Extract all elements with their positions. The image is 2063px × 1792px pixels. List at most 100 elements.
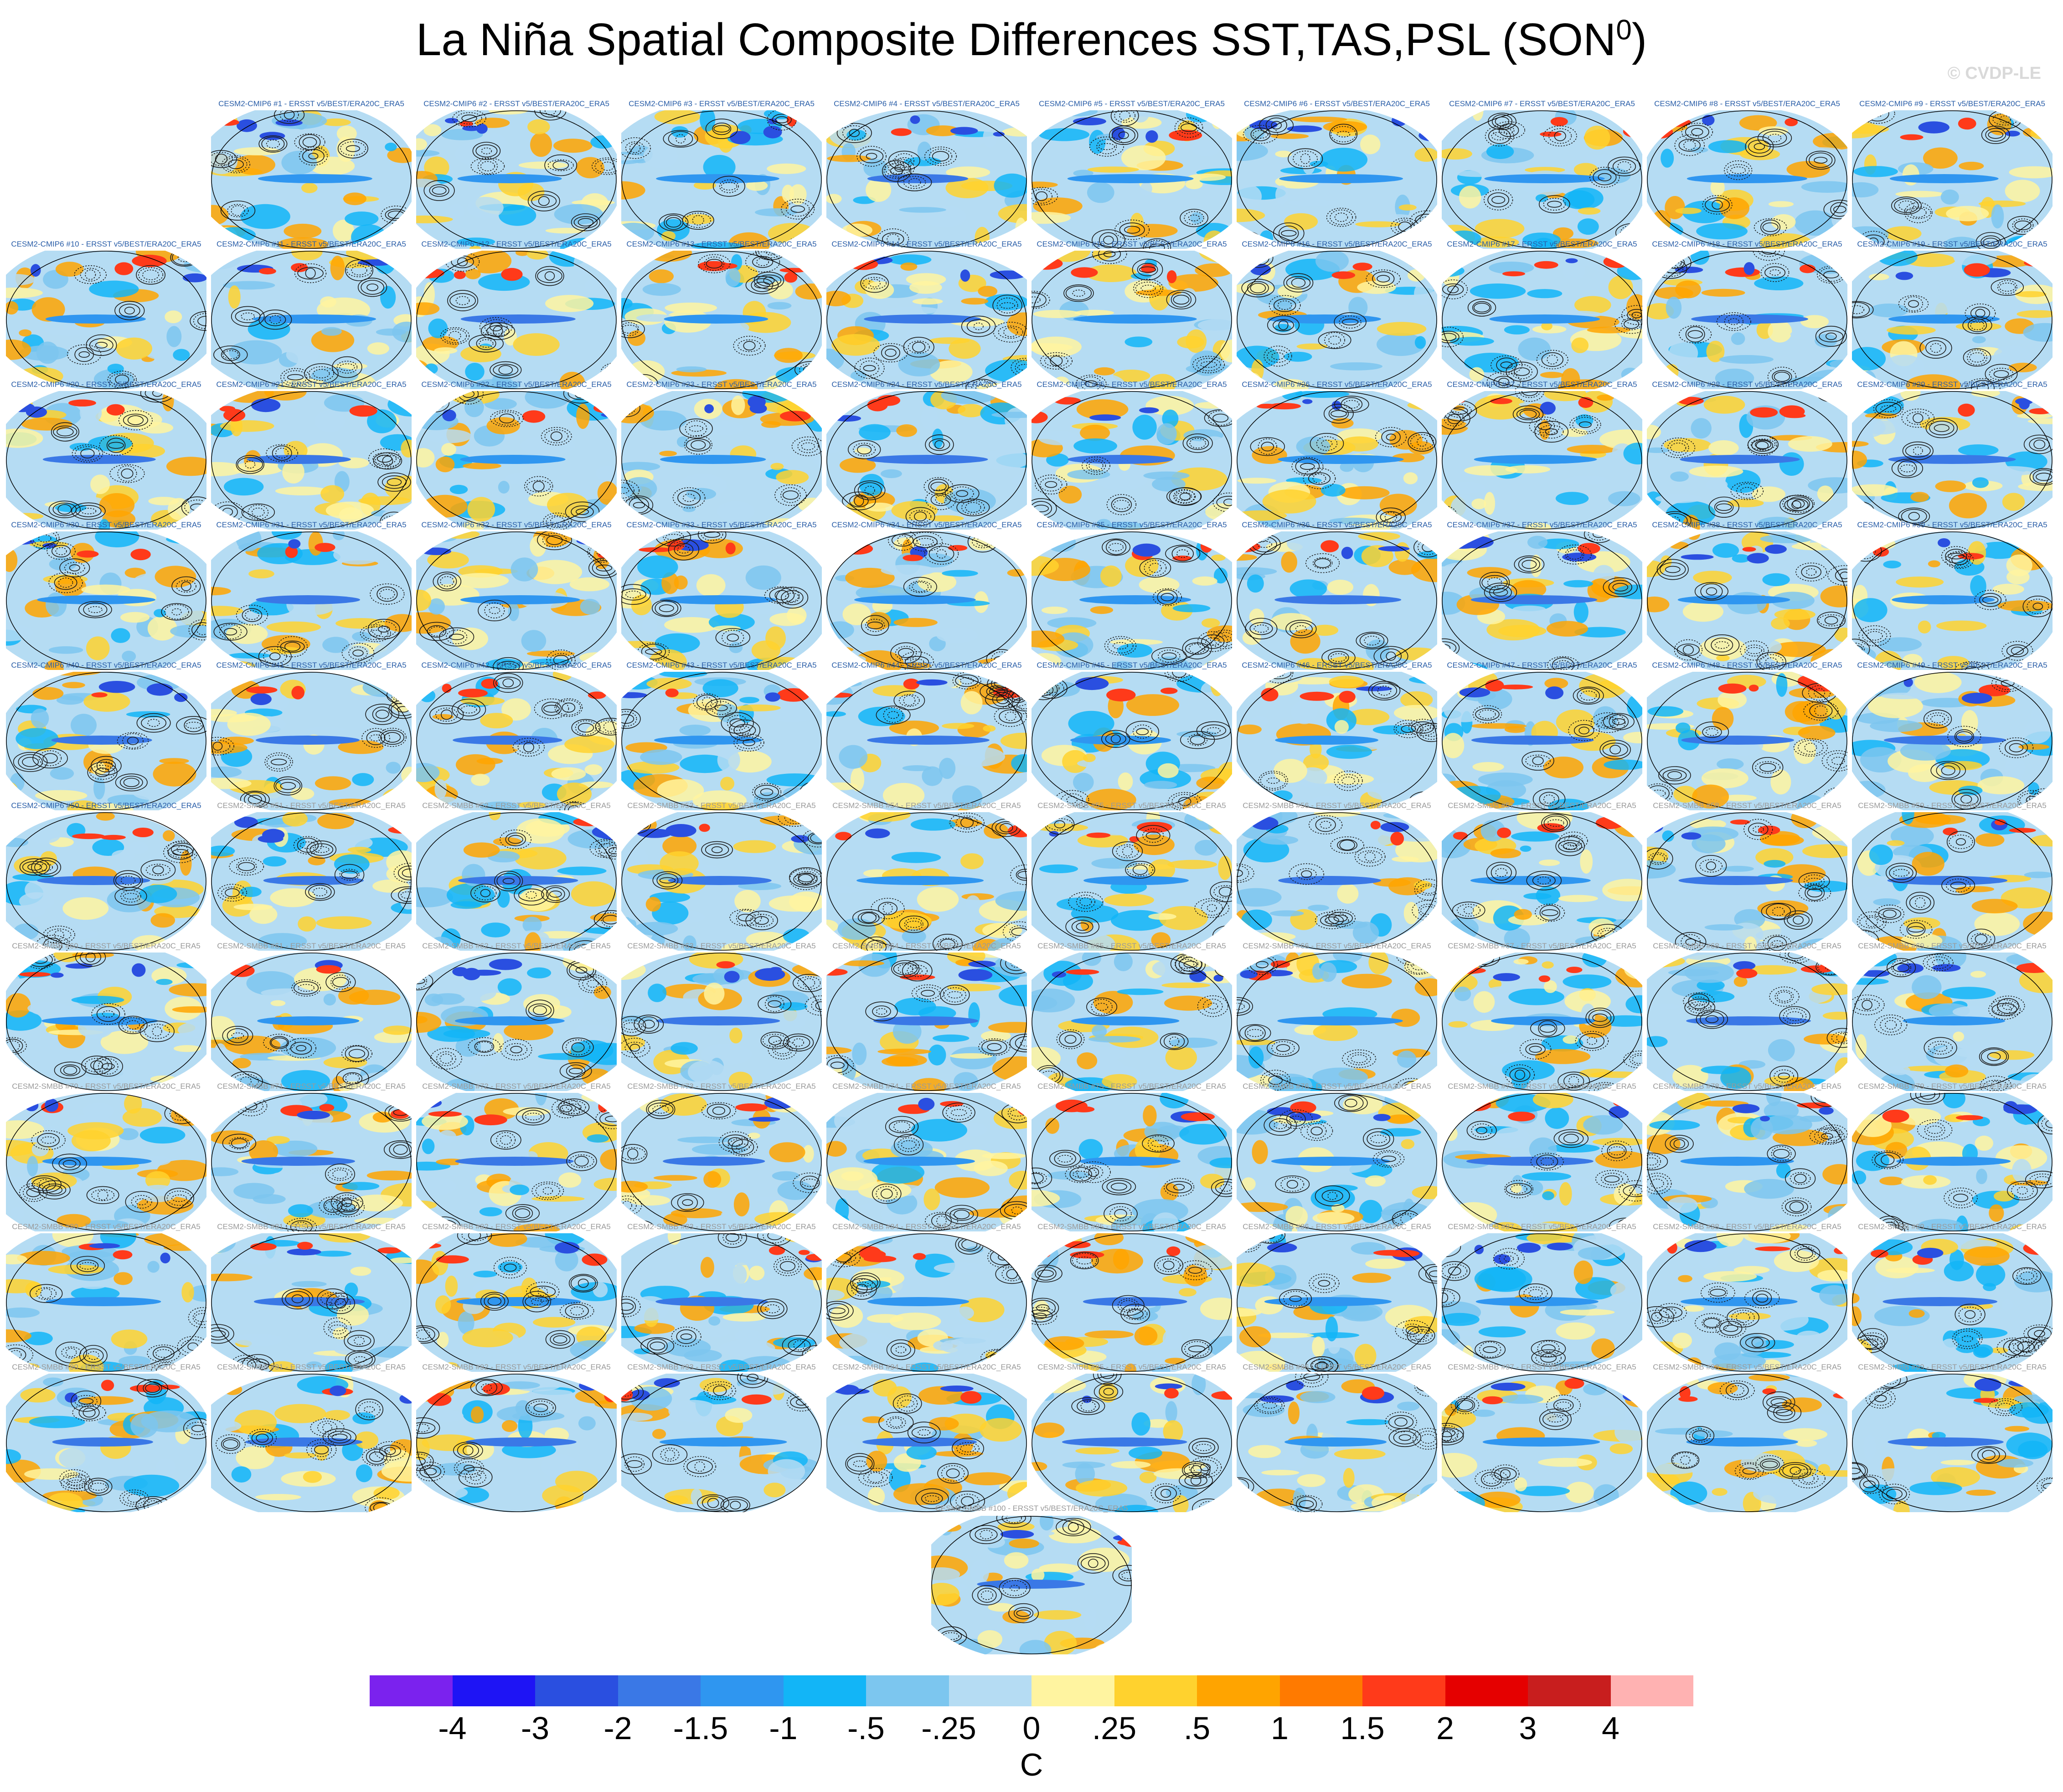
- map-panel-85: [1032, 1233, 1232, 1372]
- map-panel-4: [826, 110, 1027, 249]
- map-panel-91: [211, 1374, 412, 1512]
- map-panel-24: [826, 391, 1027, 530]
- map-panel-65: [1032, 953, 1232, 1091]
- colorbar-tick-label: .25: [1092, 1710, 1137, 1746]
- map-panel-57: [1442, 812, 1642, 951]
- panel-title: CESM2-CMIP6 #23 - ERSST v5/BEST/ERA20C_E…: [626, 380, 817, 389]
- panel-title: CESM2-SMBB #84 - ERSST v5/BEST/ERA20C_ER…: [832, 1222, 1021, 1231]
- map-panel-83: [621, 1233, 822, 1372]
- map-panel-78: [1647, 1093, 1847, 1231]
- colorbar-tick-label: -.25: [921, 1710, 976, 1746]
- map-panel-30: [6, 531, 206, 670]
- panel-title: CESM2-CMIP6 #10 - ERSST v5/BEST/ERA20C_E…: [11, 240, 201, 248]
- colorbar-swatch-6: [866, 1675, 949, 1706]
- colorbar-swatch-7: [949, 1675, 1032, 1706]
- map-panel-13: [621, 251, 822, 389]
- panel-title: CESM2-CMIP6 #16 - ERSST v5/BEST/ERA20C_E…: [1242, 240, 1432, 248]
- panel-title: CESM2-CMIP6 #3 - ERSST v5/BEST/ERA20C_ER…: [629, 99, 815, 108]
- map-panel-63: [621, 953, 822, 1091]
- map-panel-52: [416, 812, 617, 951]
- panel-title: CESM2-SMBB #92 - ERSST v5/BEST/ERA20C_ER…: [422, 1363, 611, 1371]
- map-panel-6: [1237, 110, 1437, 249]
- map-panel-8: [1647, 110, 1847, 249]
- panel-title: CESM2-CMIP6 #4 - ERSST v5/BEST/ERA20C_ER…: [834, 99, 1020, 108]
- panel-title: CESM2-CMIP6 #41 - ERSST v5/BEST/ERA20C_E…: [216, 661, 407, 669]
- panel-title: CESM2-CMIP6 #9 - ERSST v5/BEST/ERA20C_ER…: [1859, 99, 2045, 108]
- colorbar-swatch-15: [1610, 1675, 1693, 1706]
- colorbar-swatch-14: [1528, 1675, 1611, 1706]
- map-panel-66: [1237, 953, 1437, 1091]
- panel-title: CESM2-SMBB #82 - ERSST v5/BEST/ERA20C_ER…: [422, 1222, 611, 1231]
- panel-title: CESM2-CMIP6 #6 - ERSST v5/BEST/ERA20C_ER…: [1244, 99, 1430, 108]
- map-panel-16: [1237, 251, 1437, 389]
- map-panel-22: [416, 391, 617, 530]
- map-panel-95: [1032, 1374, 1232, 1512]
- colorbar-swatch-9: [1114, 1675, 1197, 1706]
- map-panel-76: [1237, 1093, 1437, 1231]
- panel-title: CESM2-CMIP6 #12 - ERSST v5/BEST/ERA20C_E…: [421, 240, 612, 248]
- map-panel-67: [1442, 953, 1642, 1091]
- panel-title: CESM2-CMIP6 #35 - ERSST v5/BEST/ERA20C_E…: [1037, 520, 1227, 529]
- map-panel-29: [1852, 391, 2053, 530]
- colorbar-swatch-13: [1445, 1675, 1528, 1706]
- map-panel-51: [211, 812, 412, 951]
- map-panel-47: [1442, 672, 1642, 810]
- map-panel-82: [416, 1233, 617, 1372]
- map-panel-90: [6, 1374, 206, 1512]
- map-panel-45: [1032, 672, 1232, 810]
- panel-title: CESM2-CMIP6 #27 - ERSST v5/BEST/ERA20C_E…: [1447, 380, 1637, 389]
- panel-title: CESM2-SMBB #96 - ERSST v5/BEST/ERA20C_ER…: [1243, 1363, 1431, 1371]
- colorbar-tick-label: -1: [769, 1710, 798, 1746]
- panel-title: CESM2-SMBB #56 - ERSST v5/BEST/ERA20C_ER…: [1243, 801, 1431, 810]
- map-panel-31: [211, 531, 412, 670]
- panel-title: CESM2-CMIP6 #29 - ERSST v5/BEST/ERA20C_E…: [1857, 380, 2048, 389]
- map-panel-37: [1442, 531, 1642, 670]
- panel-title: CESM2-SMBB #89 - ERSST v5/BEST/ERA20C_ER…: [1858, 1222, 2047, 1231]
- panel-title: CESM2-SMBB #64 - ERSST v5/BEST/ERA20C_ER…: [832, 942, 1021, 950]
- panel-title: CESM2-SMBB #91 - ERSST v5/BEST/ERA20C_ER…: [217, 1363, 406, 1371]
- map-panel-71: [211, 1093, 412, 1231]
- panel-title: CESM2-SMBB #95 - ERSST v5/BEST/ERA20C_ER…: [1037, 1363, 1226, 1371]
- panel-title: CESM2-SMBB #94 - ERSST v5/BEST/ERA20C_ER…: [832, 1363, 1021, 1371]
- map-panel-15: [1032, 251, 1232, 389]
- copyright-label: © CVDP-LE: [1947, 64, 2041, 83]
- colorbar-swatch-12: [1362, 1675, 1445, 1706]
- panel-title: CESM2-SMBB #87 - ERSST v5/BEST/ERA20C_ER…: [1448, 1222, 1636, 1231]
- panel-title: CESM2-CMIP6 #15 - ERSST v5/BEST/ERA20C_E…: [1037, 240, 1227, 248]
- map-panel-81: [211, 1233, 412, 1372]
- panel-title: CESM2-SMBB #74 - ERSST v5/BEST/ERA20C_ER…: [832, 1082, 1021, 1091]
- panel-title: CESM2-CMIP6 #2 - ERSST v5/BEST/ERA20C_ER…: [423, 99, 609, 108]
- panel-title: CESM2-SMBB #57 - ERSST v5/BEST/ERA20C_ER…: [1448, 801, 1636, 810]
- colorbar-swatch-3: [618, 1675, 701, 1706]
- map-panel-35: [1032, 531, 1232, 670]
- map-panel-98: [1647, 1374, 1847, 1512]
- panel-title: CESM2-SMBB #81 - ERSST v5/BEST/ERA20C_ER…: [217, 1222, 406, 1231]
- map-panel-88: [1647, 1233, 1847, 1372]
- map-panel-40: [6, 672, 206, 810]
- map-panel-62: [416, 953, 617, 1091]
- panel-title: CESM2-SMBB #88 - ERSST v5/BEST/ERA20C_ER…: [1653, 1222, 1841, 1231]
- panel-title: CESM2-SMBB #78 - ERSST v5/BEST/ERA20C_ER…: [1653, 1082, 1841, 1091]
- panel-title: CESM2-CMIP6 #17 - ERSST v5/BEST/ERA20C_E…: [1447, 240, 1637, 248]
- panel-title: CESM2-SMBB #71 - ERSST v5/BEST/ERA20C_ER…: [217, 1082, 406, 1091]
- panel-title: CESM2-SMBB #97 - ERSST v5/BEST/ERA20C_ER…: [1448, 1363, 1636, 1371]
- panel-title: CESM2-CMIP6 #33 - ERSST v5/BEST/ERA20C_E…: [626, 520, 817, 529]
- colorbar-tick-label: -.5: [847, 1710, 885, 1746]
- panel-title: CESM2-SMBB #85 - ERSST v5/BEST/ERA20C_ER…: [1037, 1222, 1226, 1231]
- panel-title: CESM2-SMBB #90 - ERSST v5/BEST/ERA20C_ER…: [12, 1363, 201, 1371]
- colorbar-tick-label: 4: [1602, 1710, 1619, 1746]
- panel-title: CESM2-CMIP6 #18 - ERSST v5/BEST/ERA20C_E…: [1652, 240, 1842, 248]
- map-panel-72: [416, 1093, 617, 1231]
- colorbar-tick-label: 1.5: [1340, 1710, 1385, 1746]
- panel-title: CESM2-SMBB #60 - ERSST v5/BEST/ERA20C_ER…: [12, 942, 201, 950]
- map-panel-59: [1852, 812, 2053, 951]
- colorbar-tick-label: 3: [1519, 1710, 1537, 1746]
- panel-title: CESM2-SMBB #52 - ERSST v5/BEST/ERA20C_ER…: [422, 801, 611, 810]
- panel-title: CESM2-CMIP6 #47 - ERSST v5/BEST/ERA20C_E…: [1447, 661, 1637, 669]
- panel-title: CESM2-SMBB #99 - ERSST v5/BEST/ERA20C_ER…: [1858, 1363, 2047, 1371]
- colorbar-swatch-8: [1032, 1675, 1114, 1706]
- map-panel-38: [1647, 531, 1847, 670]
- colorbar-swatch-10: [1197, 1675, 1280, 1706]
- panel-title: CESM2-SMBB #63 - ERSST v5/BEST/ERA20C_ER…: [627, 942, 816, 950]
- panel-title: CESM2-CMIP6 #50 - ERSST v5/BEST/ERA20C_E…: [11, 801, 201, 810]
